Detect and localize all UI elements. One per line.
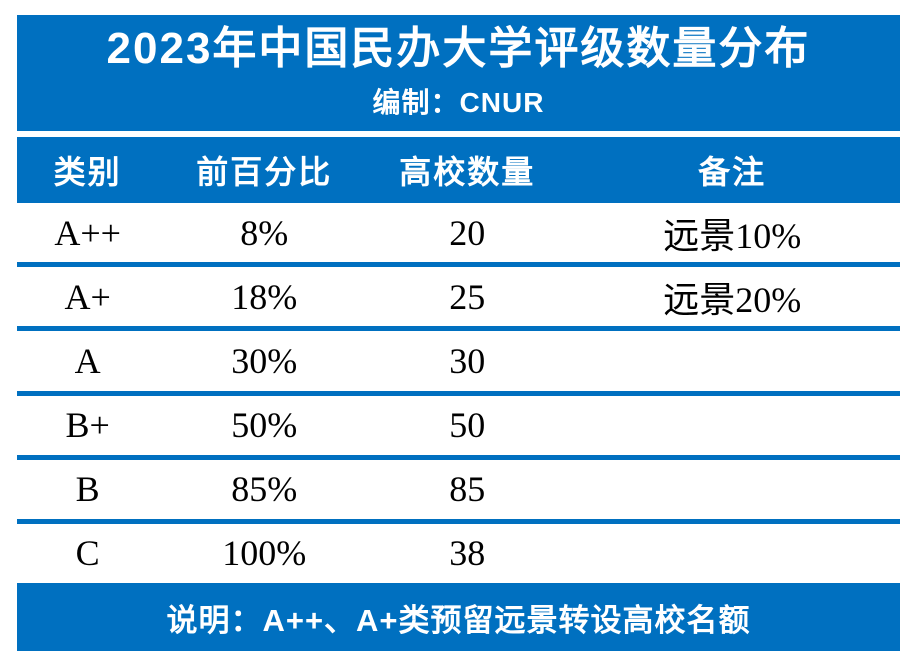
column-header-category: 类别 <box>53 154 122 190</box>
column-header-note: 备注 <box>698 154 767 190</box>
table-row: C 100% 38 <box>17 524 900 583</box>
cell-percentile: 100% <box>222 533 307 574</box>
footer-note: 说明：A++、A+类预留远景转设高校名额 <box>17 583 900 651</box>
cell-category: A+ <box>64 276 111 317</box>
cell-count: 30 <box>449 340 486 381</box>
cell-category: B <box>75 469 100 510</box>
title-block: 2023年中国民办大学评级数量分布 编制：CNUR <box>17 15 900 131</box>
table-row: A+ 18% 25 远景20% <box>17 267 900 332</box>
column-header-count: 高校数量 <box>399 154 536 190</box>
cell-count: 25 <box>449 276 486 317</box>
table-row: A 30% 30 <box>17 331 900 396</box>
subtitle-compiler: 编制：CNUR <box>372 87 545 119</box>
cell-count: 20 <box>449 212 486 253</box>
table-row: A++ 8% 20 远景10% <box>17 203 900 268</box>
cell-percentile: 50% <box>231 405 298 446</box>
cell-category: A++ <box>54 212 121 253</box>
cell-percentile: 30% <box>231 340 298 381</box>
cell-count: 38 <box>449 533 486 574</box>
title-divider <box>17 131 900 137</box>
table-row: B+ 50% 50 <box>17 396 900 460</box>
table-header-row: 类别 前百分比 高校数量 备注 <box>17 137 900 203</box>
column-header-percentile: 前百分比 <box>196 154 333 190</box>
cell-category: A <box>74 340 101 381</box>
cell-percentile: 18% <box>231 276 298 317</box>
page-title: 2023年中国民办大学评级数量分布 <box>106 23 811 73</box>
table-body: A++ 8% 20 远景10% A+ 18% 25 远景20% A 30% 30… <box>17 203 900 583</box>
cell-percentile: 8% <box>240 212 289 253</box>
rating-table-panel: 2023年中国民办大学评级数量分布 编制：CNUR 类别 前百分比 高校数量 备… <box>17 15 900 651</box>
table-row: B 85% 85 <box>17 460 900 524</box>
cell-note: 远景10% <box>663 215 802 256</box>
cell-note: 远景20% <box>663 279 802 320</box>
cell-category: B+ <box>65 405 110 446</box>
cell-percentile: 85% <box>231 469 298 510</box>
cell-count: 85 <box>449 469 486 510</box>
cell-category: C <box>75 533 100 574</box>
cell-count: 50 <box>449 405 486 446</box>
